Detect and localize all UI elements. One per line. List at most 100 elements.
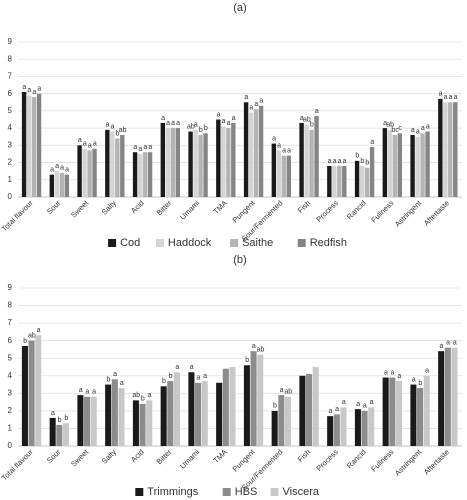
- bar: [160, 386, 167, 446]
- bar: [216, 119, 221, 197]
- significance-letter: a: [55, 163, 59, 170]
- bar: [160, 122, 166, 197]
- significance-letter: a: [113, 371, 117, 378]
- significance-letter: a: [277, 142, 281, 149]
- bar: [333, 414, 340, 446]
- y-tick-label: 0: [8, 441, 13, 450]
- bar: [354, 160, 360, 197]
- bar: [451, 347, 458, 446]
- significance-letter: a: [449, 94, 453, 101]
- x-tick-label: Sour: [45, 447, 63, 465]
- significance-letter: a: [148, 144, 152, 151]
- bar: [36, 93, 42, 197]
- significance-letter: a: [254, 101, 258, 108]
- bar: [425, 131, 430, 197]
- significance-letter: ab: [257, 347, 265, 354]
- x-tick-label: Fullness: [369, 198, 395, 224]
- significance-letter: a: [60, 165, 64, 172]
- significance-letter: a: [85, 389, 89, 396]
- significance-letter: a: [280, 387, 284, 394]
- x-tick-label: Acid: [129, 198, 146, 215]
- bar: [253, 109, 259, 197]
- bar: [188, 372, 195, 446]
- bar: [115, 138, 120, 197]
- bar: [84, 396, 91, 446]
- significance-letter: a: [370, 139, 374, 146]
- bar: [31, 97, 37, 197]
- x-tick-label: TMA: [211, 198, 229, 216]
- significance-letter: a: [194, 122, 198, 129]
- x-tick-label: Salty: [100, 198, 118, 216]
- x-tick-label: Aftertaste: [422, 198, 451, 227]
- x-tick-label: Pungent: [231, 198, 258, 225]
- y-tick-label: 3: [8, 140, 13, 149]
- significance-letter: a: [453, 340, 457, 347]
- significance-letter: a: [32, 89, 36, 96]
- significance-letter: a: [27, 87, 31, 94]
- significance-letter: a: [287, 148, 291, 155]
- y-tick-label: 8: [8, 301, 13, 310]
- significance-letter: b: [169, 373, 173, 380]
- y-tick-label: 8: [8, 54, 13, 63]
- y-tick-label: 5: [8, 353, 13, 362]
- bar: [137, 153, 143, 197]
- bar: [193, 129, 198, 197]
- bar: [111, 379, 118, 446]
- significance-letter: a: [143, 144, 147, 151]
- significance-letter: a: [93, 141, 97, 148]
- significance-letter: a: [363, 403, 367, 410]
- bar: [443, 102, 448, 197]
- bar: [170, 128, 176, 197]
- bar: [332, 166, 337, 197]
- bar: [203, 133, 208, 197]
- bar: [120, 135, 125, 197]
- bar: [364, 167, 370, 197]
- y-tick-label: 6: [8, 89, 13, 98]
- x-tick-label: Umami: [178, 447, 201, 470]
- bar: [258, 105, 264, 197]
- significance-letter: a: [384, 369, 388, 376]
- bar: [276, 150, 282, 197]
- bar: [392, 135, 398, 197]
- legend-swatch: [297, 239, 306, 247]
- bar: [175, 128, 181, 197]
- bar: [410, 384, 417, 446]
- significance-letter: a: [446, 340, 450, 347]
- significance-letter: a: [329, 408, 333, 415]
- bar: [382, 128, 388, 197]
- significance-letter: a: [65, 166, 69, 173]
- bar: [438, 98, 443, 197]
- bar: [243, 102, 249, 197]
- significance-letter: a: [370, 399, 374, 406]
- bar: [62, 423, 70, 446]
- significance-letter: b: [107, 376, 111, 383]
- significance-letter: a: [138, 146, 142, 153]
- significance-letter: b: [245, 357, 249, 364]
- bar: [369, 147, 375, 197]
- legend-swatch: [108, 239, 117, 247]
- significance-letter: b: [355, 153, 359, 160]
- bar: [35, 335, 42, 446]
- significance-letter: a: [51, 410, 55, 417]
- significance-letter: ab: [119, 127, 127, 134]
- significance-letter: a: [425, 368, 429, 375]
- bar: [21, 91, 27, 197]
- significance-letter: a: [92, 389, 96, 396]
- bar: [147, 152, 153, 197]
- significance-letter: ab: [303, 117, 311, 124]
- bar: [397, 133, 403, 197]
- legend-label: Redfish: [310, 237, 347, 249]
- significance-letter: a: [411, 127, 415, 134]
- x-tick-label: Process: [314, 447, 340, 473]
- significance-letter: b: [23, 338, 27, 345]
- bar: [340, 407, 347, 446]
- bar: [105, 384, 112, 446]
- bar: [417, 388, 424, 446]
- bar: [342, 166, 347, 197]
- y-tick-label: 2: [8, 406, 13, 415]
- x-tick-label: Acid: [129, 447, 146, 464]
- x-tick-label: Total flavour: [0, 198, 35, 233]
- x-tick-label: Astringent: [393, 198, 424, 229]
- x-tick-label: Bitter: [155, 447, 174, 466]
